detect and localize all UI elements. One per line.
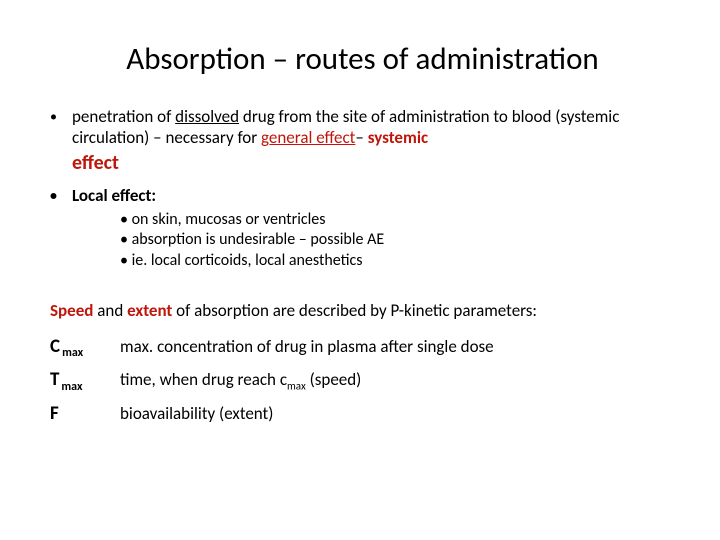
text-dissolved: dissolved bbox=[175, 106, 239, 127]
text-and: and bbox=[93, 300, 127, 321]
sub-bullet-item: on skin, mucosas or ventricles bbox=[120, 210, 675, 231]
slide-title: Absorption – routes of administration bbox=[50, 40, 675, 78]
text-general-effect: general effect bbox=[261, 127, 355, 148]
text-dash: – bbox=[355, 127, 367, 148]
bullet-text: penetration of dissolved drug from the s… bbox=[72, 106, 675, 149]
param-symbol: F bbox=[50, 402, 120, 425]
symbol-subscript: max bbox=[61, 380, 82, 394]
bullet-dot: • bbox=[50, 106, 72, 149]
parameters-block: Cmax max. concentration of drug in plasm… bbox=[50, 335, 675, 425]
param-symbol: Cmax bbox=[50, 335, 120, 360]
symbol-letter: C bbox=[50, 335, 60, 358]
sub-bullet-list: on skin, mucosas or ventricles absorptio… bbox=[120, 210, 675, 272]
param-description: time, when drug reach cmax (speed) bbox=[120, 369, 675, 392]
param-description: max. concentration of drug in plasma aft… bbox=[120, 336, 675, 357]
desc-pre: time, when drug reach c bbox=[120, 369, 287, 390]
param-description: bioavailability (extent) bbox=[120, 403, 675, 424]
local-effect-label: Local effect: bbox=[72, 185, 156, 206]
symbol-letter: F bbox=[50, 402, 59, 425]
text-part1: penetration of bbox=[72, 106, 175, 127]
text-extent: extent bbox=[127, 300, 172, 321]
desc-subscript: max bbox=[287, 380, 306, 393]
bullet-local-effect: • Local effect: bbox=[50, 185, 675, 206]
text-systemic: systemic bbox=[368, 127, 428, 148]
text-speed: Speed bbox=[50, 300, 93, 321]
bullet-penetration: • penetration of dissolved drug from the… bbox=[50, 106, 675, 149]
text-effect: effect bbox=[72, 151, 675, 175]
desc-post: (speed) bbox=[306, 369, 362, 390]
speed-extent-line: Speed and extent of absorption are descr… bbox=[50, 300, 675, 321]
symbol-letter: T bbox=[50, 368, 59, 391]
param-cmax: Cmax max. concentration of drug in plasm… bbox=[50, 335, 675, 360]
sub-bullet-item: ie. local corticoids, local anesthetics bbox=[120, 251, 675, 272]
param-symbol: Tmax bbox=[50, 368, 120, 393]
bullet-dot: • bbox=[50, 185, 72, 206]
sub-bullet-item: absorption is undesirable – possible AE bbox=[120, 230, 675, 251]
text-rest: of absorption are described by P-kinetic… bbox=[172, 300, 537, 321]
symbol-subscript: max bbox=[62, 346, 83, 360]
param-tmax: Tmax time, when drug reach cmax (speed) bbox=[50, 368, 675, 393]
param-f: F bioavailability (extent) bbox=[50, 402, 675, 425]
